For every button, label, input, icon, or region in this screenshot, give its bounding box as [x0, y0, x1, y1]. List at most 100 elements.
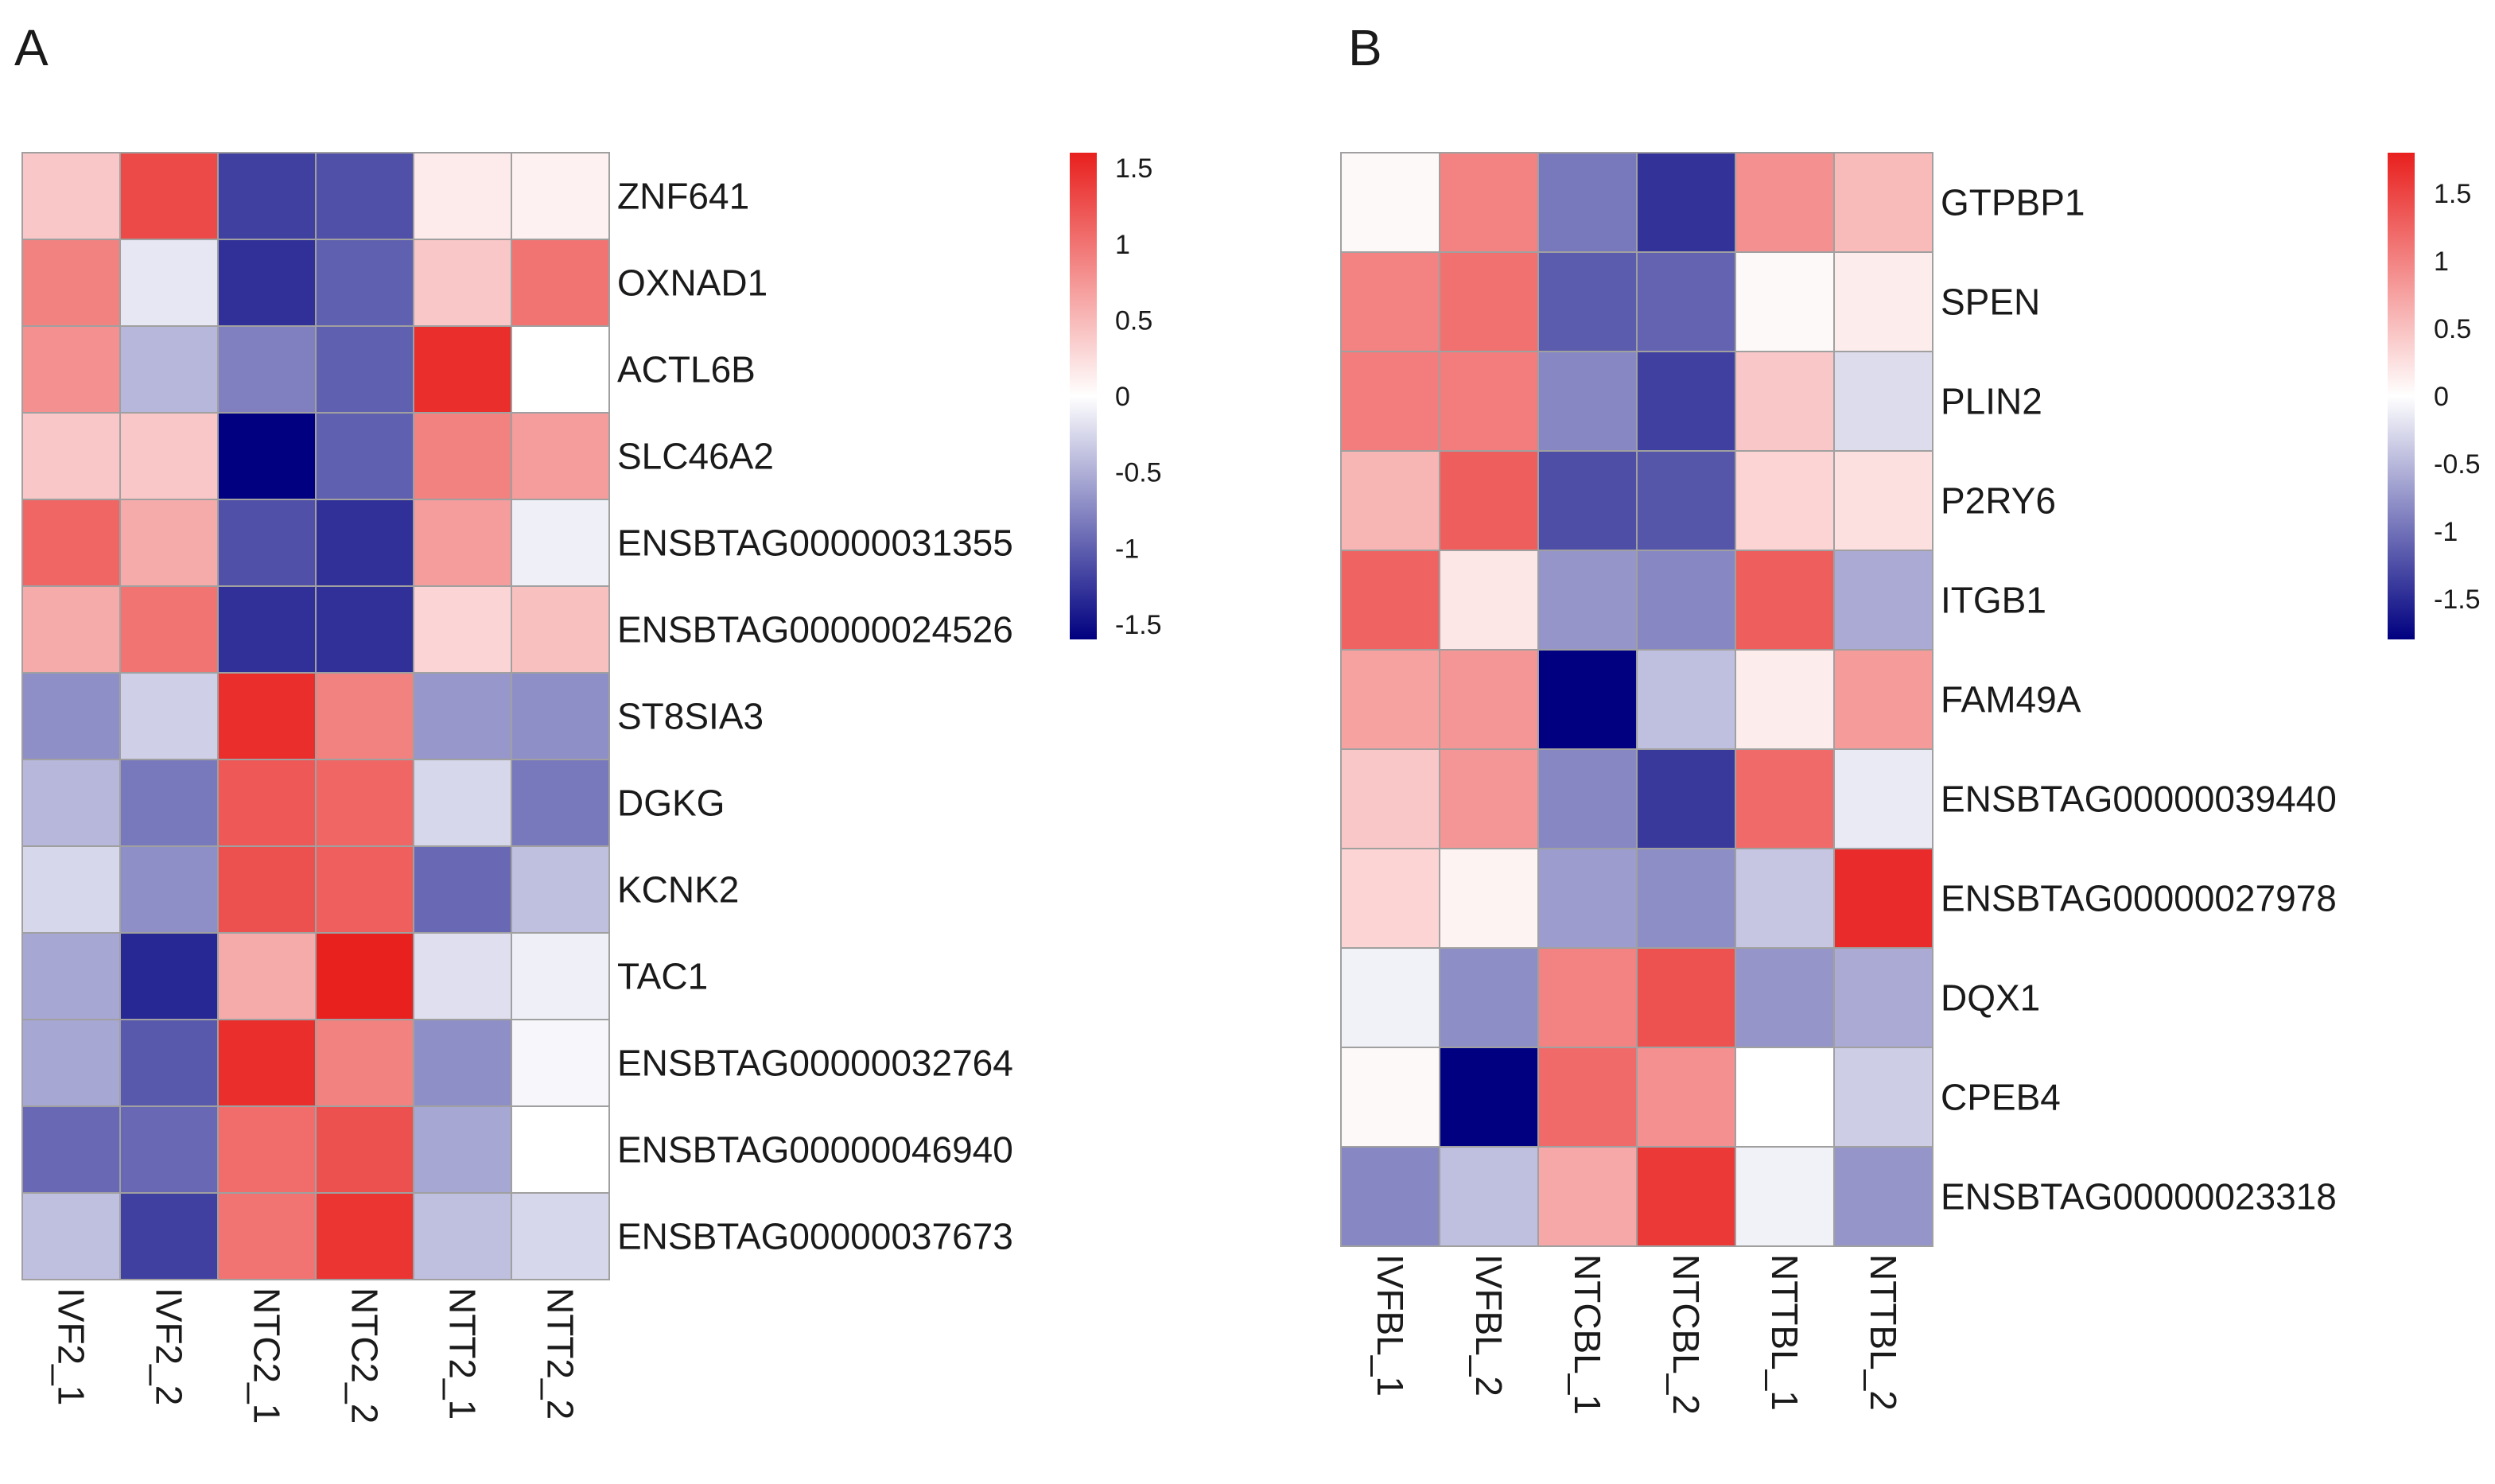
- row-label-b-1: SPEN: [1941, 282, 2040, 323]
- heatmap-cell-b-r3-c3: [1636, 450, 1736, 551]
- row-label-a-5: ENSBTAG00000024526: [617, 609, 1013, 651]
- heatmap-cell-b-r2-c4: [1735, 351, 1835, 452]
- row-label-b-4: ITGB1: [1941, 580, 2046, 621]
- row-label-b-10: ENSBTAG00000023318: [1941, 1176, 2337, 1218]
- heatmap-cell-a-r3-c3: [315, 412, 414, 500]
- row-label-a-1: OXNAD1: [617, 262, 768, 304]
- heatmap-cell-a-r4-c4: [413, 499, 512, 587]
- heatmap-cell-b-r9-c5: [1833, 1047, 1933, 1148]
- heatmap-cell-a-r11-c1: [119, 1105, 219, 1194]
- legend-tick-a-6: -1.5: [1115, 610, 1162, 640]
- row-label-a-2: ACTL6B: [617, 349, 756, 390]
- heatmap-cell-a-r2-c4: [413, 325, 512, 414]
- heatmap-cell-a-r5-c2: [217, 585, 317, 674]
- heatmap-cell-a-r11-c2: [217, 1105, 317, 1194]
- heatmap-cell-a-r4-c1: [119, 499, 219, 587]
- heatmap-cell-b-r8-c3: [1636, 947, 1736, 1048]
- column-label-a-5: NTT2_2: [540, 1288, 581, 1420]
- heatmap-cell-b-r4-c0: [1340, 550, 1440, 651]
- heatmap-cell-b-r1-c5: [1833, 251, 1933, 352]
- heatmap-cell-a-r10-c1: [119, 1019, 219, 1107]
- legend-tick-b-5: -1: [2434, 517, 2458, 547]
- heatmap-cell-b-r2-c1: [1439, 351, 1539, 452]
- heatmap-cell-b-r5-c0: [1340, 649, 1440, 750]
- heatmap-cell-a-r4-c0: [21, 499, 121, 587]
- heatmap-cell-a-r2-c5: [511, 325, 610, 414]
- column-label-a-0: IVF2_1: [51, 1288, 92, 1405]
- row-label-a-7: DGKG: [617, 783, 725, 824]
- heatmap-cell-a-r9-c5: [511, 932, 610, 1020]
- heatmap-cell-b-r9-c1: [1439, 1047, 1539, 1148]
- row-label-b-7: ENSBTAG00000027978: [1941, 878, 2337, 919]
- heatmap-cell-a-r7-c5: [511, 759, 610, 847]
- row-label-a-8: KCNK2: [617, 869, 739, 911]
- heatmap-cell-b-r4-c5: [1833, 550, 1933, 651]
- heatmap-cell-b-r4-c2: [1537, 550, 1638, 651]
- heatmap-cell-b-r5-c4: [1735, 649, 1835, 750]
- heatmap-cell-b-r7-c1: [1439, 848, 1539, 949]
- heatmap-cell-a-r8-c2: [217, 845, 317, 934]
- heatmap-cell-b-r0-c2: [1537, 152, 1638, 253]
- heatmap-cell-b-r8-c2: [1537, 947, 1638, 1048]
- heatmap-cell-a-r12-c4: [413, 1192, 512, 1280]
- legend-tick-a-0: 1.5: [1115, 153, 1152, 184]
- heatmap-cell-a-r6-c3: [315, 672, 414, 760]
- heatmap-cell-b-r5-c3: [1636, 649, 1736, 750]
- legend-tick-a-3: 0: [1115, 382, 1130, 412]
- heatmap-cell-b-r3-c4: [1735, 450, 1835, 551]
- row-label-b-2: PLIN2: [1941, 381, 2042, 422]
- heatmap-cell-b-r0-c5: [1833, 152, 1933, 253]
- legend-tick-a-4: -0.5: [1115, 458, 1162, 488]
- heatmap-cell-b-r2-c0: [1340, 351, 1440, 452]
- heatmap-cell-a-r8-c4: [413, 845, 512, 934]
- heatmap-cell-b-r6-c2: [1537, 748, 1638, 849]
- heatmap-cell-b-r9-c3: [1636, 1047, 1736, 1148]
- heatmap-cell-a-r2-c3: [315, 325, 414, 414]
- heatmap-cell-a-r7-c1: [119, 759, 219, 847]
- row-label-a-12: ENSBTAG00000037673: [617, 1216, 1013, 1257]
- heatmap-cell-a-r12-c5: [511, 1192, 610, 1280]
- row-label-a-4: ENSBTAG00000031355: [617, 523, 1013, 564]
- heatmap-panel-b: GTPBP1 SPEN PLIN2 P2RY6 ITGB1 FAM49A ENSBTAG00…: [1340, 152, 2337, 1415]
- column-label-a-4: NTT2_1: [442, 1288, 484, 1420]
- heatmap-cell-a-r1-c2: [217, 239, 317, 327]
- heatmap-cell-b-r0-c4: [1735, 152, 1835, 253]
- heatmap-cell-a-r12-c2: [217, 1192, 317, 1280]
- heatmap-cell-a-r6-c0: [21, 672, 121, 760]
- heatmap-cell-b-r1-c4: [1735, 251, 1835, 352]
- heatmap-cell-a-r3-c0: [21, 412, 121, 500]
- heatmap-cell-a-r9-c4: [413, 932, 512, 1020]
- heatmap-cell-a-r6-c1: [119, 672, 219, 760]
- heatmap-cell-a-r7-c0: [21, 759, 121, 847]
- heatmap-cell-a-r3-c5: [511, 412, 610, 500]
- legend-tick-b-3: 0: [2434, 382, 2449, 412]
- heatmap-cell-b-r7-c0: [1340, 848, 1440, 949]
- heatmap-cell-a-r3-c1: [119, 412, 219, 500]
- heatmap-cell-b-r9-c2: [1537, 1047, 1638, 1148]
- heatmap-cell-b-r7-c4: [1735, 848, 1835, 949]
- heatmap-cell-a-r1-c4: [413, 239, 512, 327]
- heatmap-cell-a-r6-c4: [413, 672, 512, 760]
- heatmap-cell-b-r9-c4: [1735, 1047, 1835, 1148]
- heatmap-cell-a-r0-c1: [119, 152, 219, 240]
- heatmap-cell-b-r10-c5: [1833, 1146, 1933, 1247]
- heatmap-cell-a-r1-c3: [315, 239, 414, 327]
- heatmap-cell-b-r4-c4: [1735, 550, 1835, 651]
- panel-letter-a: A: [14, 19, 49, 76]
- heatmap-cell-a-r9-c2: [217, 932, 317, 1020]
- row-label-a-11: ENSBTAG00000046940: [617, 1129, 1013, 1171]
- heatmap-cell-a-r6-c5: [511, 672, 610, 760]
- column-label-a-1: IVF2_2: [149, 1288, 190, 1405]
- heatmap-cell-a-r10-c5: [511, 1019, 610, 1107]
- heatmap-cell-b-r7-c2: [1537, 848, 1638, 949]
- heatmap-cell-a-r9-c0: [21, 932, 121, 1020]
- heatmap-cell-a-r10-c3: [315, 1019, 414, 1107]
- heatmap-cell-a-r5-c5: [511, 585, 610, 674]
- heatmap-cell-a-r2-c2: [217, 325, 317, 414]
- legend-tick-a-5: -1: [1115, 534, 1139, 564]
- heatmap-cell-a-r12-c1: [119, 1192, 219, 1280]
- row-label-b-3: P2RY6: [1941, 480, 2056, 522]
- heatmap-cell-b-r3-c2: [1537, 450, 1638, 551]
- column-label-b-0: IVFBL_1: [1370, 1254, 1411, 1397]
